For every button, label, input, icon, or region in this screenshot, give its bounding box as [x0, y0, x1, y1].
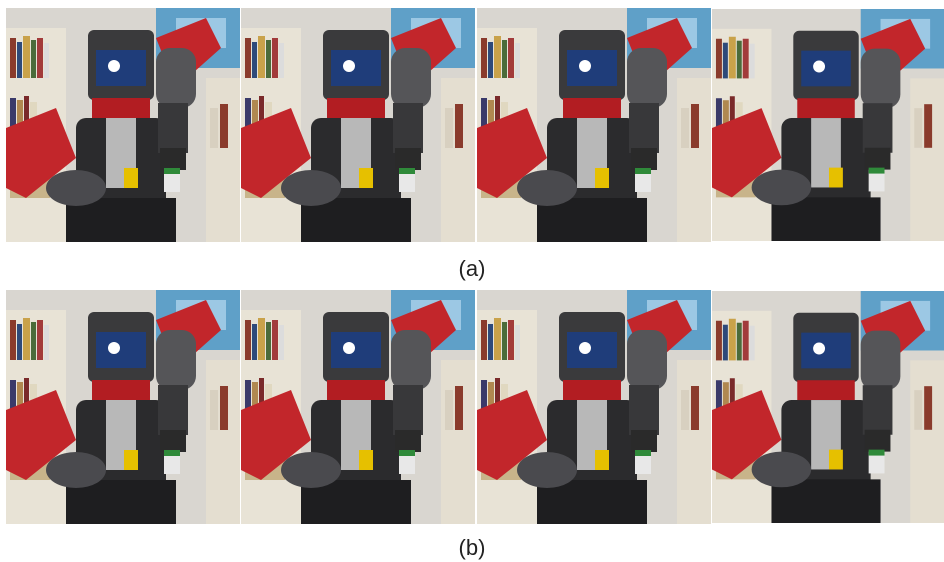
row-a-images [6, 8, 944, 242]
caption: (a) [459, 256, 486, 281]
photo [712, 291, 944, 523]
photo [6, 8, 240, 242]
caption: (b) [459, 535, 486, 560]
photo [477, 8, 711, 242]
photo [712, 9, 944, 241]
row-b-images [6, 290, 944, 524]
photo [241, 8, 475, 242]
photo [241, 290, 475, 524]
page: (a) (b) (() => { const data = JSON.parse… [0, 0, 944, 562]
photo [6, 290, 240, 524]
figure: (a) (b) [0, 0, 944, 562]
photo [477, 290, 711, 524]
